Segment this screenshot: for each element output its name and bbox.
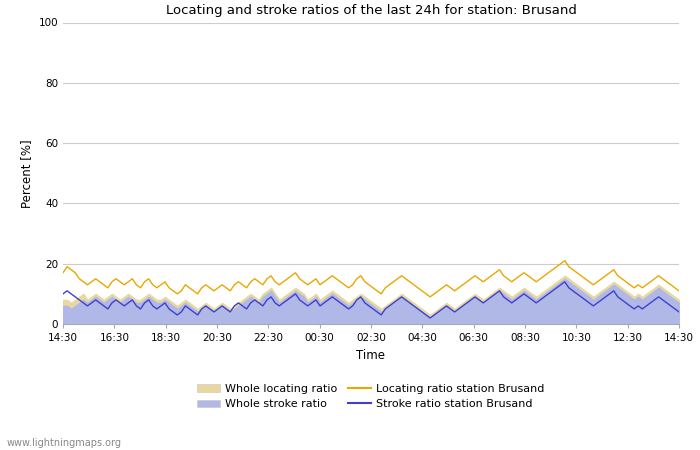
- Title: Locating and stroke ratios of the last 24h for station: Brusand: Locating and stroke ratios of the last 2…: [166, 4, 576, 17]
- Y-axis label: Percent [%]: Percent [%]: [20, 139, 33, 207]
- Text: www.lightningmaps.org: www.lightningmaps.org: [7, 438, 122, 448]
- Legend: Whole locating ratio, Whole stroke ratio, Locating ratio station Brusand, Stroke: Whole locating ratio, Whole stroke ratio…: [197, 384, 545, 410]
- X-axis label: Time: Time: [356, 349, 386, 362]
